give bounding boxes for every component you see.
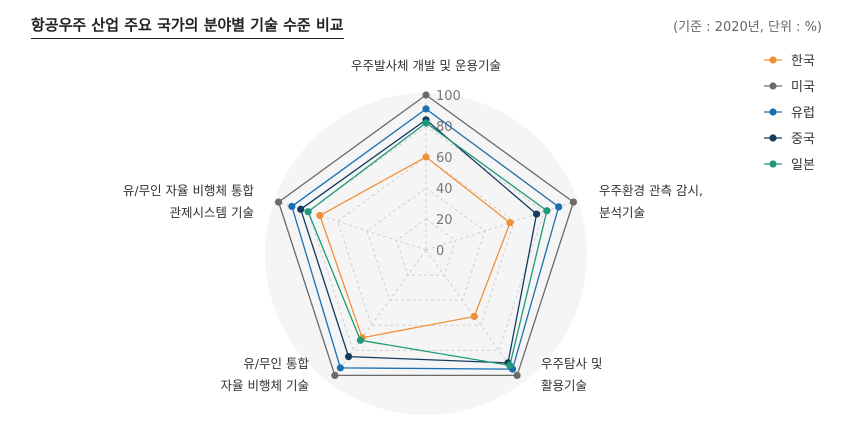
data-point-1-0 <box>422 91 430 99</box>
legend-label-3: 중국 <box>791 132 815 147</box>
legend-item-4: 일본 <box>764 158 815 173</box>
axis-label-line-4-1: 관제시스템 기술 <box>170 205 254 220</box>
series-2 <box>288 105 563 373</box>
tick-label-0: 0 <box>436 244 444 259</box>
axis-label-line-2-1: 활용기술 <box>541 378 587 393</box>
series-group <box>274 91 578 379</box>
series-line-3 <box>299 118 538 364</box>
legend-label-4: 일본 <box>791 158 815 173</box>
data-point-0-2 <box>470 312 478 321</box>
data-point-0-1 <box>506 219 514 227</box>
tick-label-40: 40 <box>436 182 453 197</box>
chart-background-disc <box>265 93 587 415</box>
data-point-1-4 <box>274 198 283 206</box>
grid-ring-20 <box>395 218 457 276</box>
grid-spoke-1 <box>425 201 574 251</box>
series-line-0 <box>319 156 511 339</box>
data-point-2-0 <box>422 105 430 113</box>
legend-swatch-dot-1 <box>769 82 777 90</box>
data-point-2-1 <box>555 203 563 211</box>
axis-label-0: 우주발사체 개발 및 운용기술 <box>351 58 501 73</box>
series-line-4 <box>307 122 548 367</box>
axis-label-line-3-0: 유/무인 통합 <box>243 356 309 371</box>
legend-swatch-dot-3 <box>769 134 777 142</box>
axis-label-line-3-1: 자율 비행체 기술 <box>221 378 309 393</box>
data-point-3-4 <box>297 205 305 213</box>
tick-label-20: 20 <box>436 213 453 228</box>
data-point-4-0 <box>422 119 430 127</box>
axis-label-line-1-1: 분석기술 <box>599 205 645 220</box>
series-1 <box>274 91 578 379</box>
series-line-1 <box>277 94 575 377</box>
data-point-1-2 <box>513 371 521 379</box>
data-point-2-4 <box>288 202 296 211</box>
data-point-4-2 <box>506 361 514 369</box>
data-point-0-4 <box>316 211 324 220</box>
axis-label-line-4-0: 유/무인 자율 비행체 통합 <box>123 183 255 198</box>
axis-label-1: 우주환경 관측 감시, 분석기술 <box>599 183 703 220</box>
axis-label-line-2-0: 우주탐사 및 <box>541 356 602 371</box>
tick-label-100: 100 <box>436 89 461 104</box>
data-point-4-1 <box>543 207 551 215</box>
axis-label-line-0-0: 우주발사체 개발 및 운용기술 <box>351 58 501 73</box>
grid-ring-60 <box>336 156 516 326</box>
unit-note: (기준 : 2020년, 단위 : %) <box>673 20 822 35</box>
grid-spoke-4 <box>278 201 427 251</box>
chart-title: 항공우주 산업 주요 국가의 분야별 기술 수준 비교 <box>31 14 344 39</box>
grid-ring-40 <box>366 187 486 301</box>
legend-label-0: 한국 <box>791 54 815 69</box>
series-4 <box>304 119 551 369</box>
data-point-3-1 <box>532 210 541 218</box>
legend-label-2: 유럽 <box>791 106 815 121</box>
axis-label-line-1-0: 우주환경 관측 감시, <box>599 183 703 198</box>
data-point-2-3 <box>336 364 344 372</box>
legend-swatch-dot-4 <box>769 160 777 168</box>
legend-swatch-dot-2 <box>769 108 777 116</box>
data-point-3-3 <box>344 352 353 361</box>
grid-spoke-2 <box>425 249 518 376</box>
data-point-4-3 <box>356 336 365 344</box>
series-line-2 <box>291 108 560 370</box>
data-point-1-3 <box>331 371 339 379</box>
data-point-0-0 <box>422 153 430 161</box>
legend-label-1: 미국 <box>791 80 815 95</box>
tick-label-60: 60 <box>436 151 453 166</box>
grid-spoke-3 <box>334 249 427 376</box>
legend-item-1: 미국 <box>764 80 815 95</box>
legend-item-3: 중국 <box>764 132 815 147</box>
data-point-4-4 <box>304 208 312 216</box>
series-0 <box>316 153 514 342</box>
legend-item-2: 유럽 <box>764 106 815 121</box>
legend-item-0: 한국 <box>764 54 815 69</box>
legend-swatch-dot-0 <box>769 56 777 64</box>
data-point-1-1 <box>569 198 578 206</box>
